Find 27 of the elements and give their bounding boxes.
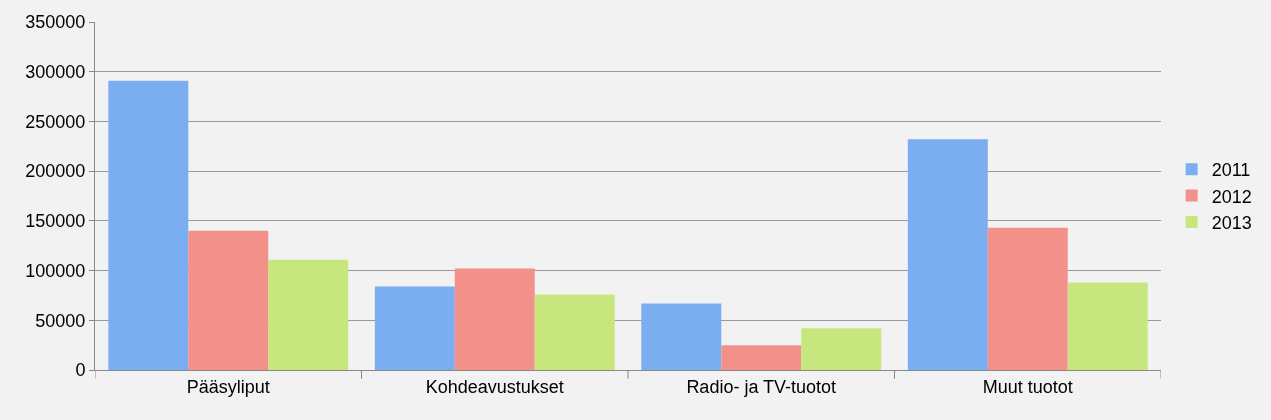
x-tick-label: Muut tuotot <box>982 376 1073 397</box>
bar <box>907 139 988 370</box>
bar <box>987 227 1068 370</box>
x-tick-label: Kohdeavustukset <box>425 376 564 397</box>
y-tick-label: 300000 <box>25 62 86 83</box>
x-tick-label: Pääsyliput <box>186 376 270 397</box>
legend-label: 2011 <box>1211 160 1251 181</box>
y-tick-label: 0 <box>75 360 86 381</box>
y-tick-label: 250000 <box>25 111 86 132</box>
y-tick-label: 50000 <box>35 310 86 331</box>
bar <box>1067 282 1148 370</box>
bar <box>801 328 882 370</box>
bar <box>108 80 189 370</box>
legend-label: 2013 <box>1211 213 1252 234</box>
bar <box>641 303 722 370</box>
bar <box>721 345 802 370</box>
legend-label: 2012 <box>1211 186 1252 207</box>
bar <box>268 259 349 370</box>
y-tick-label: 100000 <box>25 260 86 281</box>
y-tick-label: 200000 <box>25 161 86 182</box>
y-tick-label: 350000 <box>25 12 86 33</box>
x-tick-label: Radio- ja TV-tuotot <box>686 376 837 397</box>
y-tick-label: 150000 <box>25 211 86 232</box>
bar <box>534 294 615 370</box>
bar <box>454 268 535 370</box>
bar <box>374 286 455 370</box>
bar <box>188 230 269 370</box>
